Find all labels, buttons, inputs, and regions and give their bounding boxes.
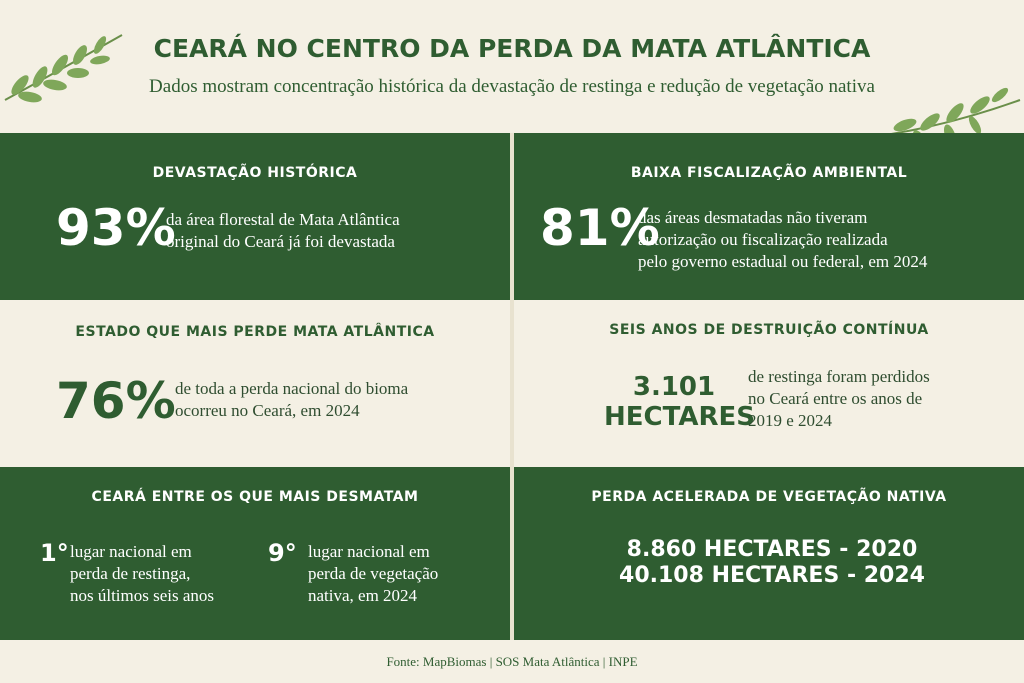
text-line: pelo governo estadual ou federal, em 202… [638,252,928,271]
text-line: 3.101 [632,372,716,402]
source: Fonte: MapBiomas | SOS Mata Atlântica | … [386,654,638,669]
title: CEARÁ NO CENTRO DA PERDA DA MATA ATLÂNTI… [153,34,871,63]
leaves-right [884,87,1021,150]
text-line: 40.108 HECTARES - 2024 [619,563,925,588]
text-line: de toda a perda nacional do bioma [175,379,409,398]
panel: BAIXA FISCALIZAÇÃO AMBIENTAL 81% das áre… [514,133,1024,300]
panel: SEIS ANOS DE DESTRUIÇÃO CONTÍNUA 3.101 HE… [514,300,1024,467]
panel-heading: BAIXA FISCALIZAÇÃO AMBIENTAL [630,165,908,181]
text-line: lugar nacional em [70,542,192,561]
subtitle: Dados mostram concentração histórica da … [149,76,875,97]
leaves-left [4,34,123,103]
text-line: original do Ceará já foi devastada [166,232,395,251]
stat: 8.860 HECTARES - 2020 40.108 HECTARES - 2… [514,537,1024,589]
text-line: ocorreu no Ceará, em 2024 [175,401,360,420]
panel-text: das áreas desmatadas não tiveram autoriza… [638,207,927,273]
text-line: da área florestal de Mata Atlântica [166,210,400,229]
panel-heading: ESTADO QUE MAIS PERDE MATA ATLÂNTICA [75,324,435,340]
panel-heading: PERDA ACELERADA DE VEGETAÇÃO NATIVA [591,489,947,505]
panel-text: lugar nacional em perda de vegetação nativ… [308,541,438,607]
text-line: autorização ou fiscalização realizada [638,230,888,249]
stat: 3.101 HECTARES [604,372,755,432]
stat: 76% [56,372,176,430]
divider [510,133,514,640]
stat: 93% [56,199,176,257]
text-line: nos últimos seis anos [70,586,215,605]
panel-text: lugar nacional em perda de restinga, nos ú… [70,541,214,607]
text-line: perda de vegetação [308,564,439,583]
panel-text: da área florestal de Mata Atlântica origi… [166,209,400,253]
text-line: das áreas desmatadas não tiveram [638,208,868,227]
text-line: no Ceará entre os anos de [748,389,923,408]
text-line: nativa, em 2024 [308,586,418,605]
panel: PERDA ACELERADA DE VEGETAÇÃO NATIVA 8.86… [514,467,1024,640]
stat: 1° [40,539,69,567]
panel-heading: CEARÁ ENTRE OS QUE MAIS DESMATAM [91,489,419,505]
text-line: perda de restinga, [70,564,191,583]
text-line: 2019 e 2024 [748,411,833,430]
panel: ESTADO QUE MAIS PERDE MATA ATLÂNTICA 76%… [0,300,510,467]
text-line: lugar nacional em [308,542,430,561]
stat: 81% [540,199,660,257]
text-line: HECTARES [604,402,755,432]
text-line: 8.860 HECTARES - 2020 [626,537,918,562]
text-line: de restinga foram perdidos [748,367,930,386]
panel: CEARÁ ENTRE OS QUE MAIS DESMATAM 1° luga… [0,467,510,640]
panel: DEVASTAÇÃO HISTÓRICA 93% da área florest… [0,133,510,300]
panel-text: de toda a perda nacional do bioma ocorreu… [175,378,408,422]
panel-heading: DEVASTAÇÃO HISTÓRICA [152,165,358,181]
panel-heading: SEIS ANOS DE DESTRUIÇÃO CONTÍNUA [609,322,929,338]
stat: 9° [268,539,297,567]
panel-text: de restinga foram perdidos no Ceará entre… [748,366,930,432]
